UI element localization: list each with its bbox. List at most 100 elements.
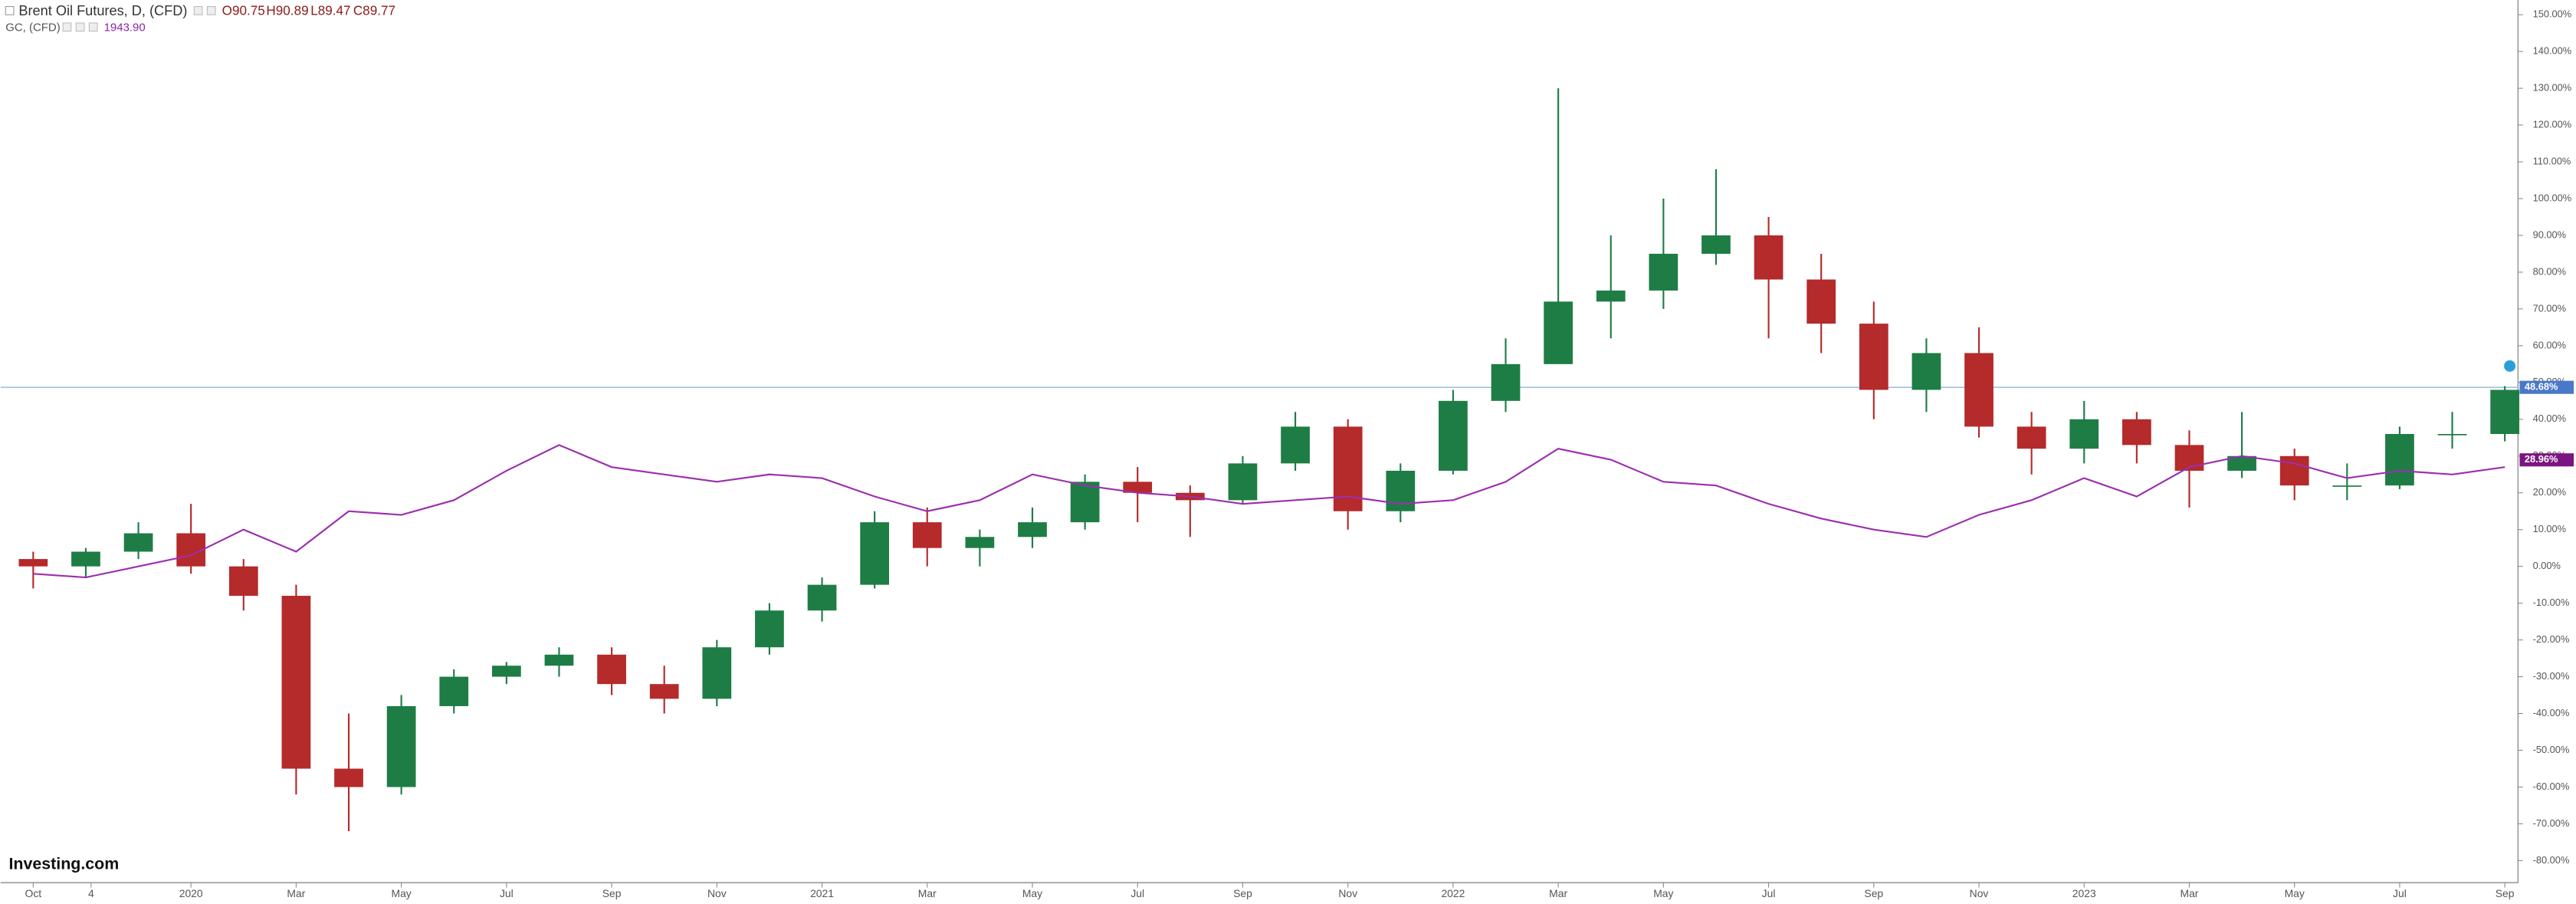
- candle-body: [1806, 279, 1836, 324]
- icon[interactable]: [206, 6, 216, 15]
- logo: Investing.com: [8, 854, 119, 873]
- candle-body: [597, 654, 626, 685]
- legend-title: Brent Oil Futures, D, (CFD): [18, 3, 187, 18]
- x-tick-label: 2021: [810, 887, 834, 899]
- candle-body: [1596, 290, 1626, 302]
- candle-body: [1911, 353, 1941, 390]
- x-tick-label: Jul: [1130, 887, 1144, 899]
- candle-body: [1281, 426, 1310, 464]
- x-tick-label: Mar: [918, 887, 937, 899]
- alert-marker: [2504, 360, 2516, 372]
- candle-body: [1701, 235, 1731, 254]
- y-tick-label: -20.00%: [2533, 633, 2570, 645]
- line-series: [33, 444, 2505, 579]
- x-tick-label: Mar: [287, 887, 305, 899]
- x-tick-label: Oct: [25, 887, 42, 899]
- x-tick-label: 2022: [1441, 887, 1465, 899]
- candle-body: [491, 666, 521, 677]
- candle-body: [860, 522, 890, 585]
- x-tick-label: 2023: [2072, 887, 2096, 899]
- candle-body: [1964, 353, 1994, 427]
- y-tick-label: 20.00%: [2533, 486, 2567, 498]
- candle-body: [649, 684, 679, 699]
- y-tick-label: -40.00%: [2533, 707, 2570, 718]
- candle-body: [2332, 485, 2362, 487]
- last-value-label: 48.68%: [2525, 381, 2558, 393]
- y-tick-label: 120.00%: [2533, 118, 2572, 130]
- x-tick-label: Sep: [2496, 887, 2515, 899]
- candle-body: [2490, 390, 2520, 434]
- x-tick-label: Mar: [2181, 887, 2199, 899]
- icon[interactable]: [62, 22, 72, 32]
- candle-body: [123, 533, 153, 552]
- candle-body: [2069, 419, 2099, 449]
- icon[interactable]: [88, 22, 98, 32]
- x-tick-label: May: [1022, 887, 1042, 899]
- y-tick-label: -70.00%: [2533, 817, 2570, 829]
- y-tick-label: -50.00%: [2533, 744, 2570, 755]
- candle-body: [71, 551, 100, 567]
- candle-body: [2385, 433, 2414, 486]
- ohlc-open: O90.75: [222, 3, 265, 18]
- candle-body: [228, 566, 258, 597]
- y-tick-label: 130.00%: [2533, 82, 2572, 94]
- y-tick-label: 150.00%: [2533, 8, 2572, 20]
- x-tick-label: Mar: [1549, 887, 1567, 899]
- y-tick-label: 10.00%: [2533, 523, 2567, 534]
- x-tick-label: Jul: [500, 887, 514, 899]
- candle-body: [544, 654, 574, 666]
- y-tick-label: 90.00%: [2533, 228, 2567, 240]
- legend-second-last: 1943.90: [104, 21, 146, 34]
- x-tick-label: Sep: [1233, 887, 1252, 899]
- candle-body: [1070, 482, 1100, 523]
- y-tick-label: 70.00%: [2533, 302, 2567, 314]
- x-tick-label: May: [392, 887, 412, 899]
- y-tick-label: 80.00%: [2533, 265, 2567, 277]
- x-tick-label: Sep: [602, 887, 622, 899]
- candle-body: [1754, 235, 1784, 280]
- candle-body: [1018, 522, 1047, 537]
- ohlc-high: H90.89: [266, 3, 308, 18]
- candle-body: [386, 705, 416, 787]
- collapse-icon[interactable]: [5, 6, 15, 15]
- candle-body: [1123, 482, 1153, 493]
- last-value-box: [2519, 453, 2574, 467]
- icon[interactable]: [75, 22, 85, 32]
- candle-body: [2279, 455, 2309, 486]
- x-tick-label: May: [1653, 887, 1673, 899]
- last-value-label: 28.96%: [2525, 453, 2558, 465]
- x-tick-label: Nov: [707, 887, 727, 899]
- y-tick-label: -60.00%: [2533, 781, 2570, 792]
- y-tick-label: -80.00%: [2533, 854, 2570, 866]
- candle-body: [2122, 419, 2151, 445]
- x-tick-label: Sep: [1864, 887, 1883, 899]
- candle-body: [1544, 301, 1573, 364]
- candle-body: [912, 522, 942, 548]
- legend-second: GC, (CFD): [5, 21, 61, 34]
- candle-body: [1491, 363, 1521, 401]
- candle-body: [702, 647, 732, 699]
- y-tick-label: 140.00%: [2533, 45, 2572, 57]
- ohlc-close: C89.77: [353, 3, 395, 18]
- y-tick-label: 0.00%: [2533, 560, 2561, 571]
- candle-body: [2437, 433, 2467, 436]
- y-tick-label: 40.00%: [2533, 413, 2567, 424]
- candle-body: [1439, 400, 1468, 471]
- candle-body: [334, 768, 363, 787]
- x-tick-label: Jul: [1762, 887, 1776, 899]
- candle-body: [755, 610, 784, 648]
- y-tick-label: -30.00%: [2533, 670, 2570, 682]
- candle-body: [1859, 324, 1889, 390]
- icon[interactable]: [193, 6, 203, 15]
- x-tick-label: 4: [88, 887, 94, 899]
- candle-body: [1649, 253, 1679, 291]
- candle-body: [965, 537, 995, 548]
- candle-body: [1386, 470, 1416, 511]
- candle-body: [281, 596, 311, 769]
- y-tick-label: 60.00%: [2533, 339, 2567, 350]
- candle-body: [1228, 463, 1258, 501]
- candle-body: [18, 559, 48, 567]
- x-tick-label: Nov: [1338, 887, 1357, 899]
- candle-body: [439, 676, 469, 706]
